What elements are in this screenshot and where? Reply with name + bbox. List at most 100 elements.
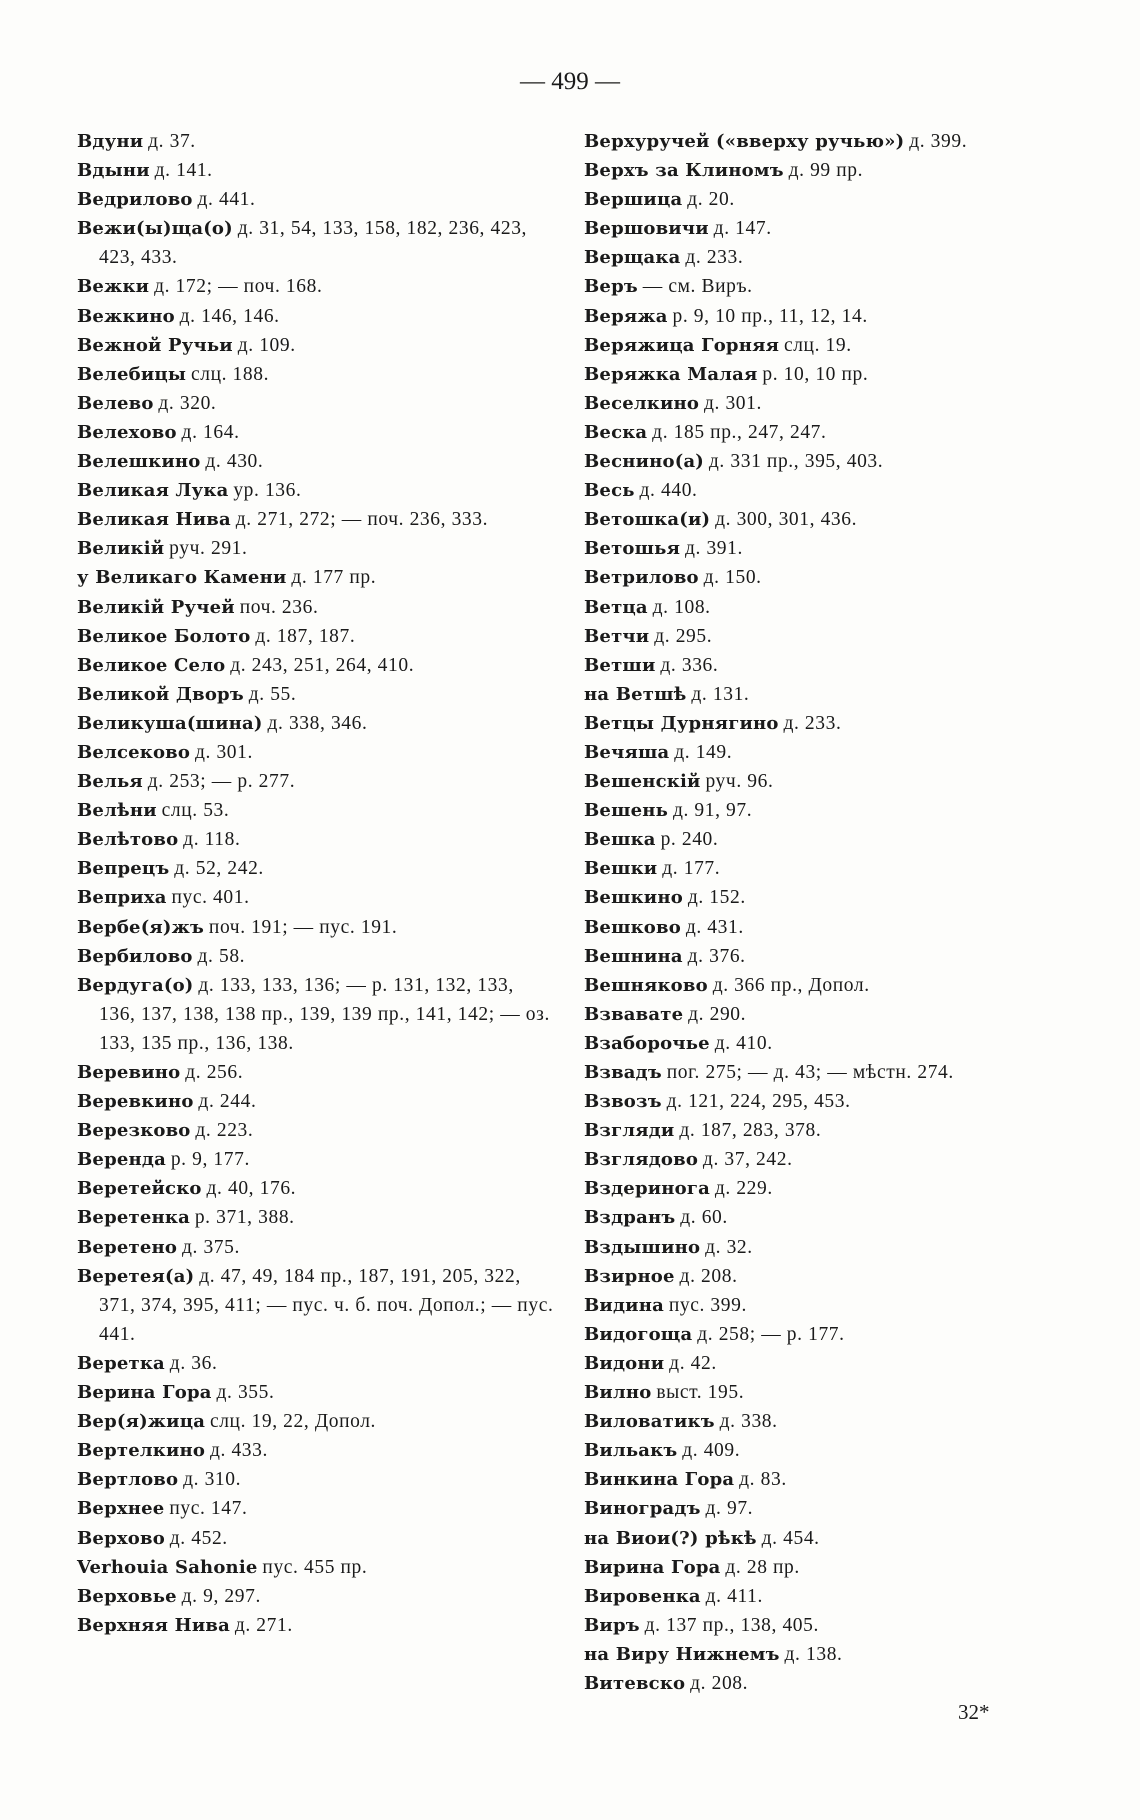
entry-name: Винкина Гора xyxy=(584,1469,735,1491)
index-entry: Вешнина д. 376. xyxy=(584,942,1062,971)
entry-name: Вершовичи xyxy=(584,218,709,240)
entry-references: д. 187, 187. xyxy=(255,625,356,647)
entry-name: Весь xyxy=(584,480,635,502)
index-entry: Великуша(шина) д. 338, 346. xyxy=(77,709,555,738)
entry-references: д. 290. xyxy=(688,1003,747,1025)
entry-name: Вешень xyxy=(584,800,669,822)
entry-references: д. 229. xyxy=(714,1178,773,1200)
entry-references: д. 149. xyxy=(674,741,733,763)
entry-references: пус. 455 пр. xyxy=(262,1556,368,1578)
entry-name: Вешково xyxy=(584,916,681,938)
entry-name: Вершица xyxy=(584,189,683,211)
index-entry: Веретенка р. 371, 388. xyxy=(77,1203,555,1232)
index-entry: Вешково д. 431. xyxy=(584,913,1062,942)
signature-mark: 32* xyxy=(958,1700,990,1724)
entry-references: д. 60. xyxy=(680,1207,728,1229)
index-entry: Взвозъ д. 121, 224, 295, 453. xyxy=(584,1087,1062,1116)
index-entry: Вешкино д. 152. xyxy=(584,883,1062,912)
entry-references: д. 37, 242. xyxy=(702,1149,793,1171)
entry-references: д. 138. xyxy=(784,1643,843,1665)
index-entry: Вертелкино д. 433. xyxy=(77,1436,555,1465)
entry-references: д. 244. xyxy=(198,1091,257,1113)
entry-name: Веска xyxy=(584,421,648,443)
index-entry: Верхняя Нива д. 271. xyxy=(77,1611,555,1640)
entry-name: Взвадъ xyxy=(584,1062,662,1083)
entry-name: Ветши xyxy=(584,654,656,676)
entry-references: р. 240. xyxy=(660,829,719,851)
index-entry: Ветца д. 108. xyxy=(584,593,1062,622)
entry-references: д. 118. xyxy=(183,829,241,851)
index-entry: Виръ д. 137 пр., 138, 405. xyxy=(584,1611,1062,1640)
index-entry: Видогоща д. 258; — р. 177. xyxy=(584,1320,1062,1349)
entry-references: ур. 136. xyxy=(233,480,302,502)
entry-name: на Виру Нижнемъ xyxy=(584,1643,780,1665)
index-entry: у Великаго Камени д. 177 пр. xyxy=(77,563,555,592)
index-entry: Verhouia Sahonie пус. 455 пр. xyxy=(77,1553,555,1582)
entry-name: Вильакъ xyxy=(584,1440,678,1462)
entry-references: д. 121, 224, 295, 453. xyxy=(666,1091,851,1113)
index-entry: Верина Гора д. 355. xyxy=(77,1378,555,1407)
entry-name: Веретено xyxy=(77,1236,178,1258)
index-entry: Вежкино д. 146, 146. xyxy=(77,302,555,331)
entry-name: Верхуручей («вверху ручью») xyxy=(584,131,905,152)
entry-name: Верхъ за Клиномъ xyxy=(584,160,784,182)
index-entry: Веревино д. 256. xyxy=(77,1058,555,1087)
entry-name: Веренда xyxy=(77,1149,166,1171)
entry-name: Велешкино xyxy=(77,451,201,473)
entry-name: Взирное xyxy=(584,1265,675,1287)
entry-references: руч. 291. xyxy=(169,538,248,560)
entry-name: Вертелкино xyxy=(77,1440,206,1462)
entry-references: д. 336. xyxy=(660,654,719,676)
entry-name: Ветошья xyxy=(584,538,681,560)
index-entry: Взвадъ пог. 275; — д. 43; — мѣстн. 274. xyxy=(584,1058,1062,1087)
index-entry: Винкина Гора д. 83. xyxy=(584,1465,1062,1494)
entry-name: Велево xyxy=(77,392,154,414)
index-entry: Великая Лука ур. 136. xyxy=(77,476,555,505)
entry-references: д. 433. xyxy=(209,1440,268,1462)
index-entry: Веска д. 185 пр., 247, 247. xyxy=(584,418,1062,447)
index-entry: Верховье д. 9, 297. xyxy=(77,1582,555,1611)
entry-references: д. 146, 146. xyxy=(179,305,280,327)
entry-name: Ветошка(и) xyxy=(584,509,711,531)
index-entry: Вершица д. 20. xyxy=(584,185,1062,214)
index-entry: Велсеково д. 301. xyxy=(77,738,555,767)
index-entry: Велебицы слц. 188. xyxy=(77,360,555,389)
index-entry: Взаборочье д. 410. xyxy=(584,1029,1062,1058)
index-entry: Верщака д. 233. xyxy=(584,243,1062,272)
index-entry: Верхнее пус. 147. xyxy=(77,1494,555,1523)
index-entry: Веприха пус. 401. xyxy=(77,883,555,912)
entry-name: Веряжка Малая xyxy=(584,363,758,385)
entry-name: Веснино(а) xyxy=(584,451,705,473)
entry-references: д. 338. xyxy=(719,1411,778,1433)
index-entry: Веряжка Малая р. 10, 10 пр. xyxy=(584,360,1062,389)
index-entry: Вирина Гора д. 28 пр. xyxy=(584,1553,1062,1582)
entry-references: д. 391. xyxy=(684,538,743,560)
index-entry: Ветцы Дурнягино д. 233. xyxy=(584,709,1062,738)
entry-name: Вежи(ы)ща(о) xyxy=(77,218,233,240)
entry-references: д. 208. xyxy=(679,1265,738,1287)
entry-name: Велехово xyxy=(77,421,177,443)
entry-name: Верезково xyxy=(77,1120,191,1142)
entry-references: пус. 401. xyxy=(171,887,250,909)
entry-references: д. 58. xyxy=(197,945,246,967)
index-entry: Великая Нива д. 271, 272; — поч. 236, 33… xyxy=(77,505,555,534)
index-entry: Взглядово д. 37, 242. xyxy=(584,1145,1062,1174)
entry-references: д. 452. xyxy=(169,1527,228,1549)
entry-references: поч. 191; — пус. 191. xyxy=(208,916,398,938)
entry-name: Вежки xyxy=(77,276,150,298)
entry-name: Веряжа xyxy=(584,305,668,327)
entry-name: Верина Гора xyxy=(77,1382,212,1404)
entry-name: Велѣтово xyxy=(77,829,179,851)
index-entry: на Ветшѣ д. 131. xyxy=(584,680,1062,709)
entry-references: д. 91, 97. xyxy=(672,800,753,822)
index-entry: Веснино(а) д. 331 пр., 395, 403. xyxy=(584,447,1062,476)
index-entry: Верхъ за Клиномъ д. 99 пр. xyxy=(584,156,1062,185)
entry-references: д. 300, 301, 436. xyxy=(715,509,858,531)
entry-name: Ветрилово xyxy=(584,567,699,589)
entry-references: д. 133, 133, 136; — р. 131, 132, 133, 13… xyxy=(99,974,550,1054)
entry-references: д. 55. xyxy=(248,683,297,705)
entry-name: Взаборочье xyxy=(584,1032,710,1054)
index-entry: Веряжица Горняя слц. 19. xyxy=(584,331,1062,360)
entry-name: Веприха xyxy=(77,887,167,909)
entry-name: Верщака xyxy=(584,247,681,269)
